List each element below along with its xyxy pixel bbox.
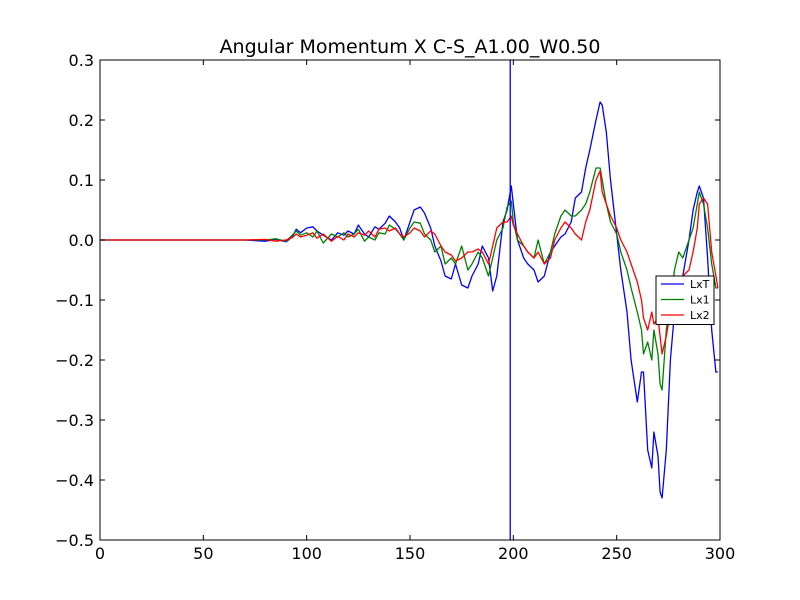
x-tick-label: 250: [601, 544, 632, 563]
y-tick-label: 0.3: [69, 51, 94, 70]
x-tick-label: 150: [395, 544, 426, 563]
series-line-lxt: [100, 101, 718, 499]
chart-title: Angular Momentum X C-S_A1.00_W0.50: [220, 36, 601, 58]
y-tick-label: −0.4: [55, 471, 94, 490]
x-tick-label: 50: [193, 544, 213, 563]
y-tick-label: −0.1: [55, 291, 94, 310]
legend-label-lx1: Lx1: [690, 294, 710, 307]
x-tick-label: 200: [498, 544, 529, 563]
x-tick-label: 0: [95, 544, 105, 563]
x-axis: 0 50 100 150 200 250 300: [95, 60, 735, 563]
y-tick-label: 0.1: [69, 171, 94, 190]
x-tick-label: 100: [291, 544, 322, 563]
y-axis: −0.5 −0.4 −0.3 −0.2 −0.1 0.0 0.1 0.2 0.3: [55, 51, 720, 550]
y-tick-label: −0.2: [55, 351, 94, 370]
series-line-lx1: [100, 167, 718, 391]
legend-label-lx2: Lx2: [690, 309, 710, 322]
legend-label-lxt: LxT: [690, 278, 710, 291]
y-tick-label: 0.2: [69, 111, 94, 130]
plot-area: [99, 59, 721, 541]
legend: LxT Lx1 Lx2: [655, 275, 715, 325]
y-tick-label: −0.5: [55, 531, 94, 550]
x-tick-label: 300: [705, 544, 736, 563]
y-tick-label: 0.0: [69, 231, 94, 250]
y-tick-label: −0.3: [55, 411, 94, 430]
